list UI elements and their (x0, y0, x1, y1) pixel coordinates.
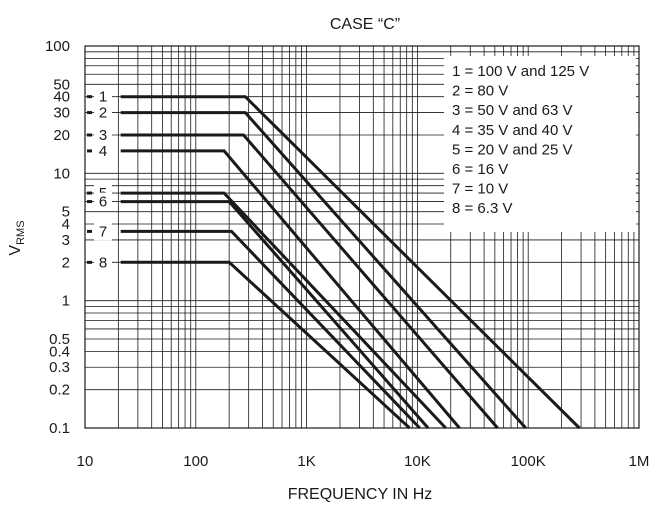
x-tick-label: 1M (629, 453, 650, 470)
curve-1 (120, 95, 581, 430)
y-axis-title-sub: RMS (15, 220, 27, 244)
legend-entry-3: 3 = 50 V and 63 V (452, 102, 573, 119)
y-tick-label: 2 (62, 254, 70, 271)
curve-7 (120, 229, 421, 430)
curve-label-backdrop (94, 141, 112, 160)
legend-entry-4: 4 = 35 V and 40 V (452, 122, 573, 139)
y-tick-label: 1 (62, 293, 70, 310)
plot-frame (84, 45, 640, 429)
curve-label-backdrop (94, 253, 112, 272)
x-tick-label: 1K (297, 453, 315, 470)
y-tick-label: 100 (45, 38, 70, 55)
x-tick-label: 10K (404, 453, 431, 470)
curve-label-4: 4 (99, 143, 107, 160)
y-tick-label: 0.1 (49, 420, 70, 437)
curve-6 (120, 200, 430, 429)
curve-label-backdrop (94, 192, 112, 211)
curve-4 (120, 149, 461, 429)
y-tick-label: 50 (53, 76, 70, 93)
x-axis-title: FREQUENCY IN Hz (288, 486, 433, 503)
curve-5 (120, 191, 447, 430)
curve-label-7: 7 (99, 223, 107, 240)
y-tick-label: 3 (62, 232, 70, 249)
legend-entry-6: 6 = 16 V (452, 161, 508, 178)
curve-label-3: 3 (99, 127, 107, 144)
curve-2 (120, 111, 527, 429)
y-tick-label: 10 (53, 165, 70, 182)
x-tick-label: 100K (511, 453, 546, 470)
curve-label-6: 6 (99, 194, 107, 211)
y-tick-label: 30 (53, 105, 70, 122)
y-tick-label: 40 (53, 89, 70, 106)
x-tick-label: 100 (183, 453, 208, 470)
curve-label-backdrop (94, 87, 112, 106)
legend-entry-8: 8 = 6.3 V (452, 200, 512, 217)
curve-label-backdrop (94, 103, 112, 122)
curve-label-backdrop (94, 222, 112, 241)
legend-entry-5: 5 = 20 V and 25 V (452, 141, 573, 158)
curve-label-2: 2 (99, 105, 107, 122)
legend-entry-1: 1 = 100 V and 125 V (452, 63, 589, 80)
y-tick-label: 0.4 (49, 343, 70, 360)
curve-label-8: 8 (99, 254, 107, 271)
legend: 1 = 100 V and 125 V 2 = 80 V 3 = 50 V and … (452, 63, 589, 217)
y-tick-label: 0.5 (49, 331, 70, 348)
curve-label-1: 1 (99, 89, 107, 106)
curves (120, 95, 581, 430)
legend-entry-7: 7 = 10 V (452, 181, 508, 198)
curve-label-backdrop (94, 126, 112, 145)
curve-8 (120, 260, 411, 430)
x-tick-labels: 10 100 1K 10K 100K 1M (77, 453, 650, 470)
y-tick-label: 20 (53, 127, 70, 144)
y-tick-label: 4 (62, 216, 70, 233)
y-tick-label: 0.3 (49, 359, 70, 376)
y-tick-label: 0.2 (49, 382, 70, 399)
x-tick-label: 10 (77, 453, 94, 470)
curve-leaders: 12345678 (87, 87, 112, 272)
legend-entry-2: 2 = 80 V (452, 83, 508, 100)
y-axis-title: VRMS (7, 220, 27, 255)
y-tick-label: 5 (62, 204, 70, 221)
curve-3 (120, 133, 499, 429)
y-axis-title-main: V (7, 245, 24, 256)
legend-box (444, 56, 636, 232)
chart-title: CASE “C” (330, 16, 400, 33)
